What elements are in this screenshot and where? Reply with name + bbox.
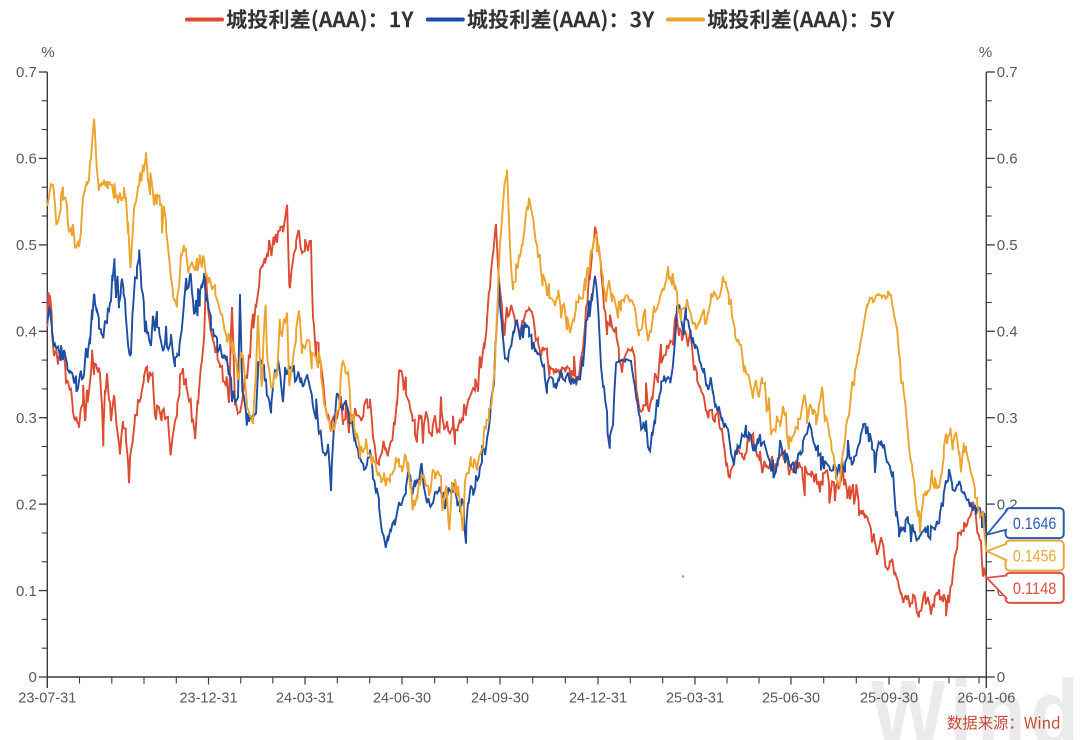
svg-text:23-12-31: 23-12-31 — [179, 691, 237, 707]
svg-text:0.1148: 0.1148 — [1013, 580, 1057, 598]
svg-text:%: % — [979, 44, 992, 61]
svg-text:0.1: 0.1 — [16, 583, 37, 600]
svg-text:0: 0 — [28, 669, 36, 686]
svg-text:0.1646: 0.1646 — [1013, 515, 1057, 533]
svg-text:0.5: 0.5 — [16, 237, 37, 254]
svg-text:0.2: 0.2 — [16, 496, 37, 513]
svg-text:24-09-30: 24-09-30 — [471, 691, 529, 707]
svg-text:0.5: 0.5 — [997, 237, 1018, 254]
svg-text:0.7: 0.7 — [997, 64, 1018, 81]
svg-text:0.6: 0.6 — [997, 151, 1018, 168]
svg-text:24-06-30: 24-06-30 — [373, 691, 431, 707]
svg-text:0.7: 0.7 — [16, 64, 37, 81]
svg-text:%: % — [41, 44, 54, 61]
svg-text:0: 0 — [997, 669, 1005, 686]
svg-text:25-03-31: 25-03-31 — [666, 691, 724, 707]
svg-text:0.3: 0.3 — [997, 410, 1018, 427]
svg-text:0.4: 0.4 — [16, 324, 37, 341]
svg-text:0.3: 0.3 — [16, 410, 37, 427]
svg-text:0.1456: 0.1456 — [1013, 548, 1057, 566]
svg-text:0.4: 0.4 — [997, 324, 1018, 341]
svg-text:25-09-30: 25-09-30 — [860, 691, 918, 707]
svg-text:24-03-31: 24-03-31 — [276, 691, 334, 707]
svg-text:23-07-31: 23-07-31 — [18, 691, 76, 707]
svg-text:0.6: 0.6 — [16, 151, 37, 168]
svg-text:24-12-31: 24-12-31 — [569, 691, 627, 707]
svg-text:26-01-06: 26-01-06 — [957, 691, 1015, 707]
svg-text:25-06-30: 25-06-30 — [762, 691, 820, 707]
